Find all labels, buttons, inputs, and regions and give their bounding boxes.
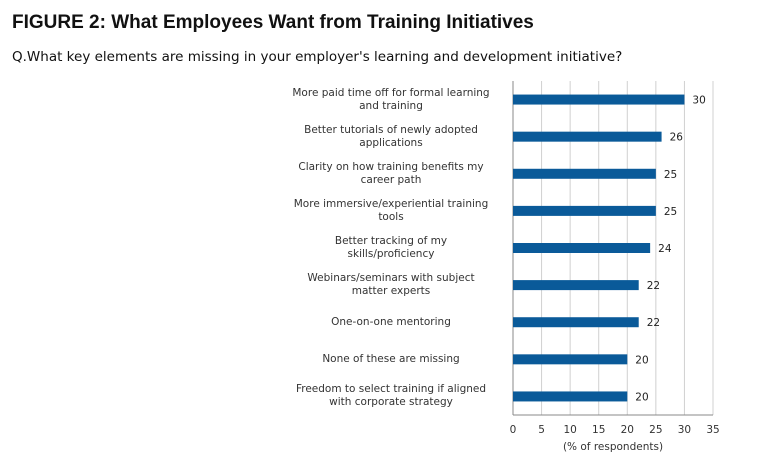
x-tick-label: 35 xyxy=(706,424,719,436)
category-label-line: matter experts xyxy=(351,285,431,298)
data-label: 26 xyxy=(670,132,684,144)
category-label-line: More immersive/experiential training xyxy=(293,197,489,210)
x-axis-label: (% of respondents) xyxy=(562,441,664,453)
bar xyxy=(513,354,628,365)
category-label-line: and training xyxy=(359,99,423,112)
category-label-line: Freedom to select training if aligned xyxy=(295,383,487,396)
data-label: 25 xyxy=(664,169,677,181)
x-tick-label: 10 xyxy=(563,424,576,436)
data-label: 24 xyxy=(658,243,672,255)
bar xyxy=(513,317,639,328)
bar xyxy=(513,131,662,142)
category-label-line: skills/proficiency xyxy=(347,248,435,260)
bar xyxy=(513,391,628,402)
category-label-line: tools xyxy=(378,210,404,223)
data-label: 20 xyxy=(635,354,648,366)
data-label: 25 xyxy=(664,206,677,218)
figure-title: FIGURE 2: What Employees Want from Train… xyxy=(12,12,534,33)
category-label-line: with corporate strategy xyxy=(329,396,453,409)
category-label-line: career path xyxy=(360,173,422,186)
x-tick-label: 30 xyxy=(678,424,691,436)
category-label: Clarity on how training benefits my caree… xyxy=(281,161,501,187)
x-tick-label: 20 xyxy=(621,424,634,436)
category-label-line: None of these are missing xyxy=(322,352,460,365)
category-label: One-on-one mentoring xyxy=(281,316,501,329)
category-label: None of these are missing xyxy=(281,353,501,366)
x-tick-label: 15 xyxy=(592,424,605,436)
category-label-line: More paid time off for formal learning xyxy=(292,86,490,99)
x-tick-label: 25 xyxy=(649,424,662,436)
data-label: 20 xyxy=(635,391,648,403)
category-label: Webinars/seminars with subject matter exp… xyxy=(281,272,501,298)
category-label: More immersive/experiential training tool… xyxy=(281,198,501,224)
x-tick-label: 0 xyxy=(510,424,517,436)
bar xyxy=(513,168,656,179)
bar xyxy=(513,205,656,216)
category-label: Better tracking of my skills/proficiency xyxy=(281,235,501,261)
category-label-line: Better tracking of my xyxy=(334,235,448,247)
category-label-line: Webinars/seminars with subject xyxy=(307,272,475,285)
bar xyxy=(513,280,639,291)
category-label-line: One-on-one mentoring xyxy=(331,315,451,328)
x-tick-label: 5 xyxy=(538,424,545,436)
data-label: 22 xyxy=(647,317,660,329)
category-label: More paid time off for formal learning an… xyxy=(281,87,501,113)
bar xyxy=(513,94,685,105)
category-label-line: Clarity on how training benefits my xyxy=(298,160,484,173)
data-label: 22 xyxy=(647,280,660,292)
category-label-line: applications xyxy=(359,136,423,149)
figure-question: Q.What key elements are missing in your … xyxy=(12,49,623,65)
bar xyxy=(513,243,651,253)
category-label: Freedom to select training if aligned wit… xyxy=(281,383,501,409)
data-label: 30 xyxy=(692,95,705,107)
category-label: Better tutorials of newly adopted applica… xyxy=(281,124,501,150)
category-label-line: Better tutorials of newly adopted xyxy=(304,123,478,136)
